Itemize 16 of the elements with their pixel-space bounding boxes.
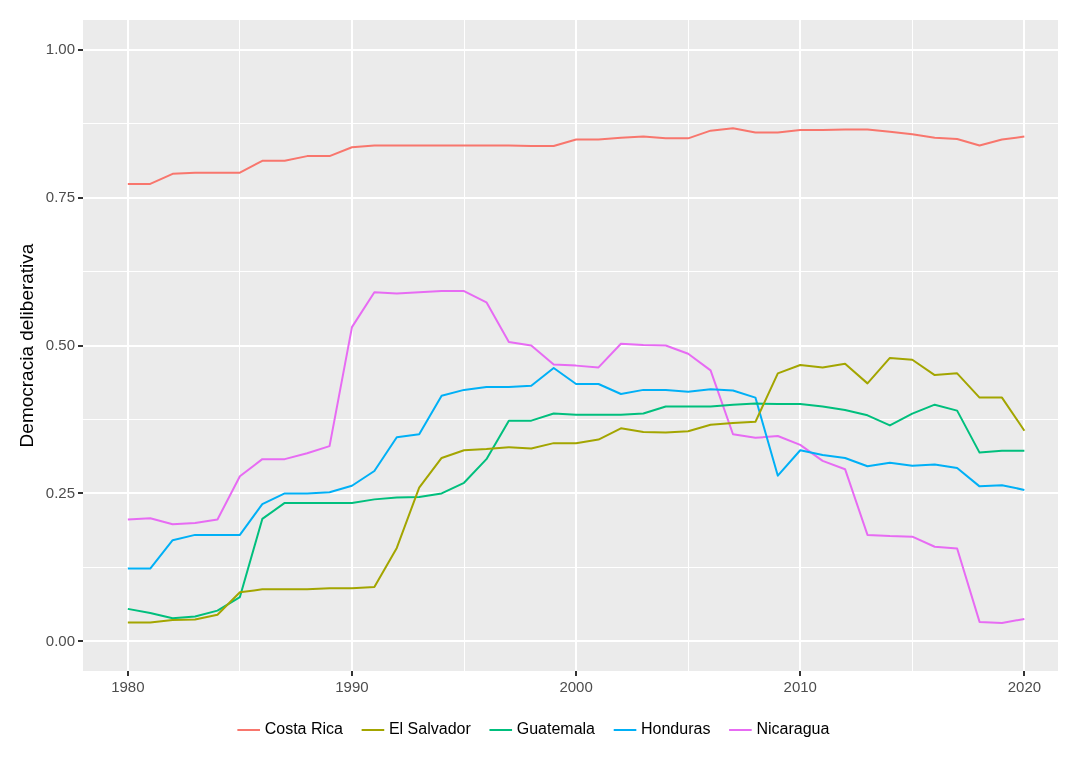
y-tick-label: 1.00 [45, 39, 75, 57]
x-tick-label: 1980 [111, 678, 145, 696]
y-axis-title: Democracia deliberativa [15, 243, 37, 448]
legend-label: Nicaragua [756, 720, 830, 738]
y-tick-label: 0.50 [45, 335, 75, 353]
y-tick-label: 0.25 [45, 483, 75, 501]
legend-label: Guatemala [516, 720, 596, 738]
legend-label: Costa Rica [264, 720, 344, 738]
y-tick-label: 0.75 [45, 187, 75, 205]
x-tick-label: 2010 [783, 678, 817, 696]
x-tick-label: 2000 [559, 678, 593, 696]
legend-label: Honduras [641, 720, 711, 738]
x-tick-label: 1990 [335, 678, 369, 696]
legend-label: El Salvador [388, 720, 472, 738]
x-tick-label: 2020 [1007, 678, 1042, 696]
y-tick-label: 0.00 [45, 631, 75, 649]
